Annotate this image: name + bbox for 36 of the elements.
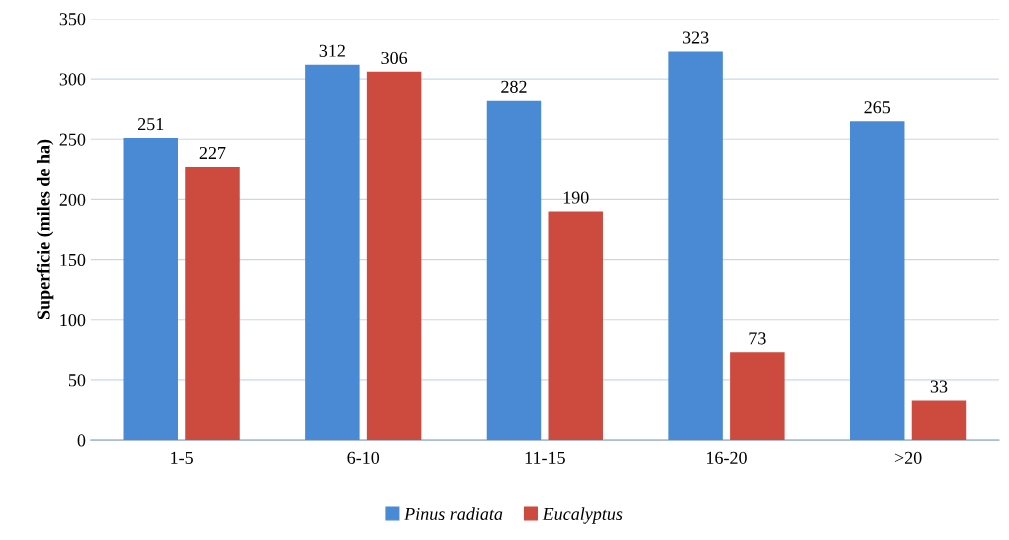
bar [305, 64, 360, 441]
x-tick-label: >20 [894, 451, 922, 464]
data-label: 306 [381, 51, 408, 65]
x-tick-label: 6-10 [347, 451, 380, 464]
y-tick-label: 200 [59, 193, 86, 206]
y-tick-label: 350 [59, 13, 86, 26]
y-axis-title: Superficie (miles de ha) [36, 139, 54, 320]
y-tick-label: 0 [77, 434, 86, 447]
data-label: 33 [930, 380, 948, 393]
bar [366, 71, 422, 441]
bar [849, 121, 905, 441]
data-label: 73 [749, 332, 766, 345]
y-tick-label: 300 [59, 73, 86, 86]
data-label: 282 [501, 80, 527, 93]
bar [548, 211, 603, 441]
y-tick-label: 250 [59, 133, 86, 146]
bar [730, 352, 785, 441]
legend-label: Pinus radiata [404, 507, 503, 521]
legend-label: Eucalyptus [542, 507, 623, 524]
y-tick-label: 50 [68, 374, 86, 387]
bar [185, 166, 240, 441]
data-label: 227 [199, 146, 226, 159]
data-label: 251 [138, 118, 164, 131]
y-tick-label: 100 [60, 314, 86, 327]
data-label: 190 [563, 191, 589, 204]
bar [486, 100, 542, 441]
x-tick-label: 11-15 [525, 451, 565, 464]
data-label: 265 [864, 101, 891, 114]
data-label: 323 [682, 31, 709, 44]
y-tick-label: 150 [60, 253, 86, 267]
x-tick-label: 1-5 [171, 451, 193, 464]
data-label: 312 [319, 44, 345, 57]
bar [123, 138, 178, 441]
bar [911, 400, 967, 441]
x-tick-label: 16-20 [707, 451, 747, 464]
bar [668, 51, 723, 441]
